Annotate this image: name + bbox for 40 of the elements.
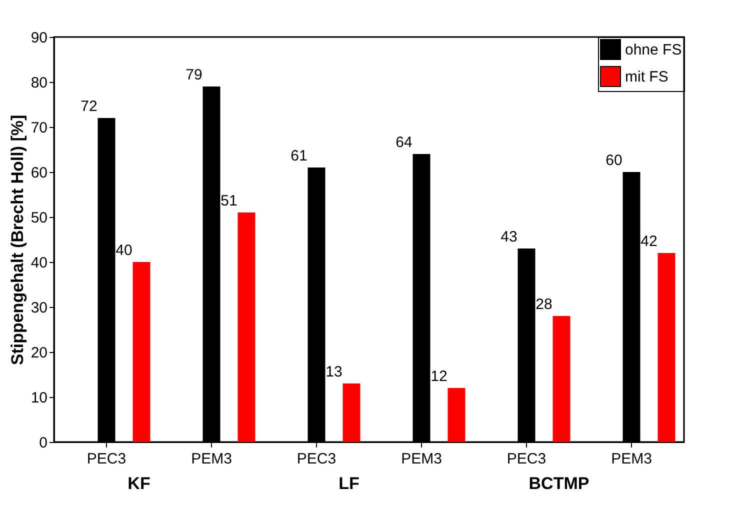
x-tick-label: PEM3 <box>401 450 442 468</box>
data-label: 64 <box>396 134 412 151</box>
data-label: 61 <box>290 148 308 164</box>
data-label: 60 <box>606 152 622 169</box>
y-tick-label: 20 <box>30 344 48 362</box>
data-label: 40 <box>116 242 132 259</box>
y-tick-label: 30 <box>30 300 48 316</box>
bar <box>342 384 360 442</box>
bar <box>132 262 150 442</box>
x-tick-label: PEM3 <box>611 450 652 468</box>
data-label: 51 <box>220 192 238 210</box>
x-tick-label: PEC3 <box>506 450 546 468</box>
bar <box>552 316 570 442</box>
text: BCTMP <box>528 474 590 493</box>
x-tick-label: PEM3 <box>191 450 232 468</box>
data-label: 42 <box>640 233 658 250</box>
data-label: 13 <box>326 364 342 380</box>
y-tick-label: 70 <box>30 120 48 136</box>
data-label: 12 <box>430 368 448 385</box>
y-tick-label: 80 <box>30 74 48 92</box>
data-label: 28 <box>536 296 552 313</box>
y-tick-label: 40 <box>30 254 48 272</box>
bar <box>238 212 256 442</box>
data-label: 72 <box>80 98 98 115</box>
x-tick-label: PEC3 <box>296 450 336 468</box>
bar <box>448 388 466 442</box>
y-tick-label: 10 <box>30 390 48 406</box>
bar <box>658 253 676 442</box>
legend-label: mit FS <box>625 68 668 86</box>
y-tick-label: 60 <box>30 164 48 182</box>
data-label: 43 <box>500 228 518 246</box>
data-label: 79 <box>186 66 202 84</box>
y-tick-label: 50 <box>30 210 48 226</box>
y-tick-label: 90 <box>30 30 48 46</box>
text: LF <box>338 474 360 493</box>
x-tick-label: PEC3 <box>86 450 126 468</box>
y-axis-title: Stippengehalt (Brecht Holl) [%] <box>8 114 27 366</box>
legend-label: ohne FS <box>625 42 682 58</box>
y-tick-label: 0 <box>39 434 48 452</box>
text: KF <box>128 474 150 493</box>
